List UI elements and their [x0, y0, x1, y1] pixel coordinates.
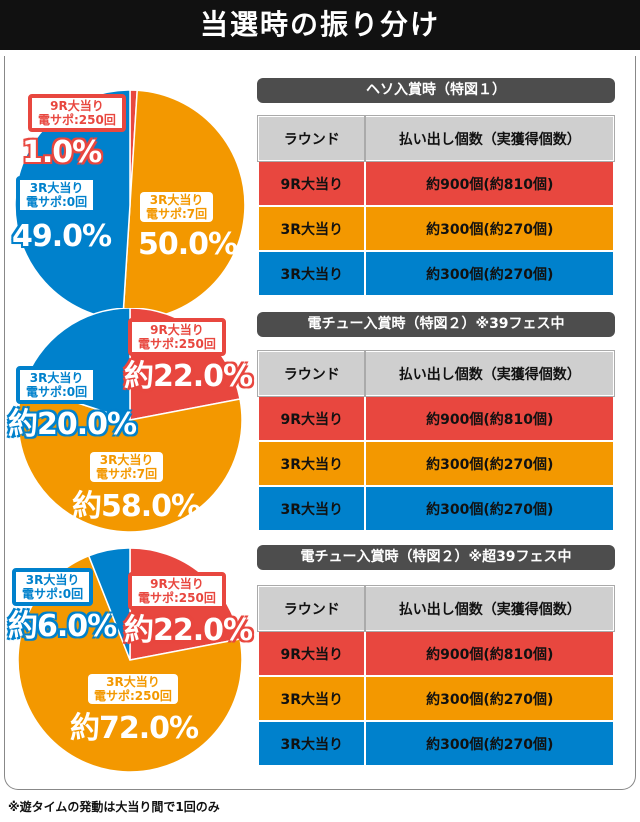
content-panel	[4, 56, 636, 790]
payout-table: ラウンド 払い出し個数（実獲得個数） 9R大当り 約900個(約810個) 3R大当り約…	[256, 115, 615, 297]
table-cell: 約900個(約810個)	[364, 630, 615, 677]
slice-label-box: 9R大当り 電サポ:250回	[28, 94, 126, 132]
slice-label2: 電サポ:250回	[138, 337, 216, 351]
table-row: 9R大当り 約900個(約810個)	[256, 160, 615, 207]
slice-label: 3R大当り 電サポ:0回	[16, 366, 98, 404]
table-header-row: ラウンド 払い出し個数（実獲得個数）	[256, 585, 615, 632]
table-cell: 3R大当り	[256, 250, 367, 297]
slice-label1: 3R大当り	[29, 181, 84, 195]
table-cell: 約900個(約810個)	[364, 160, 615, 207]
slice-label-box: 3R大当り 電サポ:7回	[140, 192, 214, 222]
pie-chart: 9R大当り 電サポ:250回 約22.0% 3R大当り 電サポ:250回 約72.0% 3R…	[0, 548, 260, 788]
slice-label1: 9R大当り	[150, 577, 204, 591]
table-cell: 3R大当り	[256, 675, 367, 722]
slice-label2: 電サポ:7回	[146, 207, 208, 221]
slice-label: 9R大当り 電サポ:250回	[128, 318, 226, 356]
slice-label-box: 3R大当り 電サポ:0回	[12, 568, 94, 606]
payout-table: ラウンド 払い出し個数（実獲得個数） 9R大当り 約900個(約810個) 3R大当り約…	[256, 350, 615, 532]
table-header-row: ラウンド 払い出し個数（実獲得個数）	[256, 350, 615, 397]
column-header: ラウンド	[256, 350, 367, 397]
column-header: 払い出し個数（実獲得個数）	[364, 585, 615, 632]
slice-percentage: 約72.0%	[70, 711, 199, 746]
table-row: 3R大当り 約300個(約270個)	[256, 250, 615, 297]
slice-label1: 3R大当り	[29, 371, 84, 385]
table-cell: 3R大当り	[256, 440, 367, 487]
table-cell: 3R大当り	[256, 720, 367, 767]
table-cell: 9R大当り	[256, 630, 367, 677]
table-row: 9R大当り 約900個(約810個)	[256, 395, 615, 442]
slice-label2: 電サポ:250回	[94, 689, 172, 703]
table-cell: 約300個(約270個)	[364, 485, 615, 532]
slice-label1: 9R大当り	[50, 99, 104, 113]
slice-label2: 電サポ:7回	[96, 467, 158, 481]
table-cell: 約300個(約270個)	[364, 675, 615, 722]
page-title: 当選時の振り分け	[0, 0, 640, 50]
slice-label1: 3R大当り	[99, 453, 154, 467]
slice-label1: 3R大当り	[25, 573, 80, 587]
slice-label-box: 3R大当り 電サポ:7回	[90, 452, 164, 482]
slice-percentage: 約22.0%	[124, 359, 253, 394]
table-header-row: ラウンド 払い出し個数（実獲得個数）	[256, 115, 615, 162]
slice-label1: 3R大当り	[106, 675, 160, 689]
table-row: 3R大当り 約300個(約270個)	[256, 440, 615, 487]
slice-label2: 電サポ:0回	[22, 587, 84, 601]
section-heading: 電チュー入賞時（特図２）※39フェス中	[257, 312, 615, 337]
column-header: 払い出し個数（実獲得個数）	[364, 115, 615, 162]
slice-label: 3R大当り 電サポ:7回	[90, 452, 164, 482]
slice-label2: 電サポ:0回	[26, 195, 88, 209]
slice-label2: 電サポ:250回	[38, 113, 116, 127]
column-header: ラウンド	[256, 585, 367, 632]
pie-chart: 9R大当り 電サポ:250回 約22.0% 3R大当り 電サポ:7回 約58.0% 3R大当…	[0, 308, 260, 548]
table-row: 3R大当り 約300個(約270個)	[256, 720, 615, 767]
column-header: 払い出し個数（実獲得個数）	[364, 350, 615, 397]
slice-percentage: 約58.0%	[72, 489, 201, 524]
section-heading: 電チュー入賞時（特図２）※超39フェス中	[257, 545, 615, 570]
slice-label-box: 3R大当り 電サポ:250回	[88, 674, 178, 704]
table-row: 3R大当り 約300個(約270個)	[256, 205, 615, 252]
pie-chart: 9R大当り 電サポ:250回 1.0% 3R大当り 電サポ:7回 50.0% 3R大当り 電サ…	[0, 88, 260, 328]
slice-label-box: 3R大当り 電サポ:0回	[16, 176, 98, 214]
table-row: 3R大当り 約300個(約270個)	[256, 675, 615, 722]
payout-table: ラウンド 払い出し個数（実獲得個数） 9R大当り 約900個(約810個) 3R大当り約…	[256, 585, 615, 767]
slice-label-box: 3R大当り 電サポ:0回	[16, 366, 98, 404]
table-row: 9R大当り 約900個(約810個)	[256, 630, 615, 677]
slice-label2: 電サポ:0回	[26, 385, 88, 399]
table-cell: 3R大当り	[256, 205, 367, 252]
table-cell: 約300個(約270個)	[364, 440, 615, 487]
table-cell: 約300個(約270個)	[364, 720, 615, 767]
slice-label: 9R大当り 電サポ:250回	[28, 94, 126, 132]
slice-percentage: 1.0%	[22, 135, 102, 170]
table-cell: 9R大当り	[256, 395, 367, 442]
slice-percentage: 約22.0%	[124, 613, 253, 648]
slice-percentage: 50.0%	[138, 227, 238, 262]
table-cell: 約900個(約810個)	[364, 395, 615, 442]
column-header: ラウンド	[256, 115, 367, 162]
slice-label: 3R大当り 電サポ:0回	[16, 176, 98, 214]
table-cell: 約300個(約270個)	[364, 250, 615, 297]
slice-label-box: 9R大当り 電サポ:250回	[128, 318, 226, 356]
slice-label-box: 9R大当り 電サポ:250回	[128, 572, 226, 610]
slice-label: 9R大当り 電サポ:250回	[128, 572, 226, 610]
section-heading: ヘソ入賞時（特図１）	[257, 78, 615, 103]
slice-label1: 3R大当り	[149, 193, 204, 207]
table-cell: 9R大当り	[256, 160, 367, 207]
slice-label: 3R大当り 電サポ:0回	[12, 568, 94, 606]
slice-label1: 9R大当り	[150, 323, 204, 337]
slice-percentage: 約20.0%	[8, 407, 137, 442]
table-cell: 約300個(約270個)	[364, 205, 615, 252]
table-row: 3R大当り 約300個(約270個)	[256, 485, 615, 532]
pie-slice-blue	[87, 548, 131, 661]
slice-label: 3R大当り 電サポ:250回	[88, 674, 178, 704]
slice-percentage: 49.0%	[12, 219, 112, 254]
table-cell: 3R大当り	[256, 485, 367, 532]
slice-label: 3R大当り 電サポ:7回	[140, 192, 214, 222]
footnote: ※遊タイムの発動は大当り間で1回のみ	[8, 800, 220, 814]
slice-percentage: 約6.0%	[8, 609, 117, 644]
slice-label2: 電サポ:250回	[138, 591, 216, 605]
